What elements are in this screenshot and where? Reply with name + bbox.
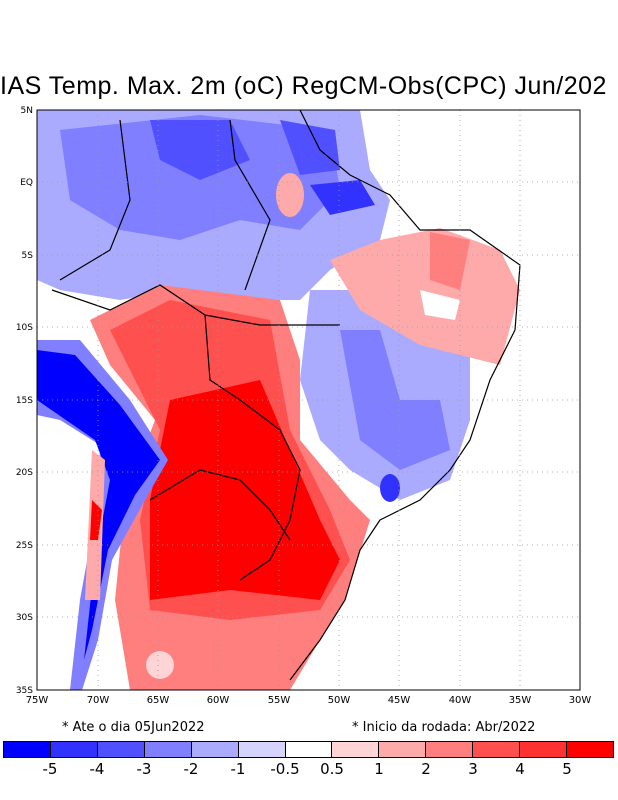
colorbar-label: -3 — [136, 760, 152, 778]
lon-label: 45W — [388, 695, 411, 706]
lat-axis: 5N EQ 5S 10S 15S 20S 25S 30S 35S — [16, 106, 33, 696]
colorbar-swatch — [426, 742, 474, 757]
colorbar-swatch — [50, 742, 98, 757]
colorbar-label: 0.5 — [320, 760, 344, 778]
lon-label: 30W — [569, 695, 592, 706]
colorbar-swatch — [332, 742, 380, 757]
lat-label: 20S — [16, 468, 33, 478]
grid-lines — [37, 110, 580, 690]
lon-label: 40W — [449, 695, 472, 706]
colorbar-label: 1 — [374, 760, 384, 778]
colorbar-label: -2 — [183, 760, 199, 778]
map-title: IAS Temp. Max. 2m (oC) RegCM-Obs(CPC) Ju… — [0, 72, 607, 100]
colorbar-label: 3 — [468, 760, 478, 778]
colorbar-swatch — [520, 742, 568, 757]
lon-label: 50W — [328, 695, 351, 706]
colorbar-swatch — [144, 742, 192, 757]
lat-label: 30S — [16, 613, 33, 623]
colorbar-swatch — [379, 742, 427, 757]
colorbar-label: 4 — [515, 760, 525, 778]
lon-label: 55W — [268, 695, 291, 706]
colorbar-label: -5 — [42, 760, 58, 778]
lat-label: 35S — [16, 686, 33, 696]
lon-label: 35W — [509, 695, 532, 706]
lat-label: 10S — [16, 323, 33, 333]
colorbar-label: -1 — [230, 760, 246, 778]
end-date-note: * Ate o dia 05Jun2022 — [62, 720, 205, 735]
colorbar-swatch — [238, 742, 286, 757]
lat-label: 5N — [21, 106, 33, 116]
lon-label: 75W — [26, 695, 49, 706]
colorbar — [3, 741, 614, 758]
colorbar-swatch — [191, 742, 239, 757]
map-frame — [36, 109, 581, 691]
anomaly-map: 5N EQ 5S 10S 15S 20S 25S 30S 35S 75W 70W… — [16, 106, 592, 706]
run-start-note: * Inicio da rodada: Abr/2022 — [352, 720, 536, 735]
colorbar-label: -4 — [89, 760, 105, 778]
colorbar-swatch — [285, 742, 333, 757]
lat-label: EQ — [20, 178, 33, 188]
lat-label: 5S — [22, 251, 34, 261]
colorbar-swatch — [4, 742, 51, 757]
lon-label: 60W — [207, 695, 230, 706]
colorbar-swatch — [567, 742, 613, 757]
lon-label: 65W — [147, 695, 170, 706]
lat-label: 25S — [16, 541, 33, 551]
colorbar-label: 5 — [562, 760, 572, 778]
lon-label: 70W — [87, 695, 110, 706]
colorbar-label: -0.5 — [270, 760, 300, 778]
lat-label: 15S — [16, 396, 33, 406]
colorbar-swatch — [97, 742, 145, 757]
colorbar-swatch — [473, 742, 521, 757]
colorbar-label: 2 — [421, 760, 431, 778]
lon-axis: 75W 70W 65W 60W 55W 50W 45W 40W 35W 30W — [26, 695, 592, 706]
